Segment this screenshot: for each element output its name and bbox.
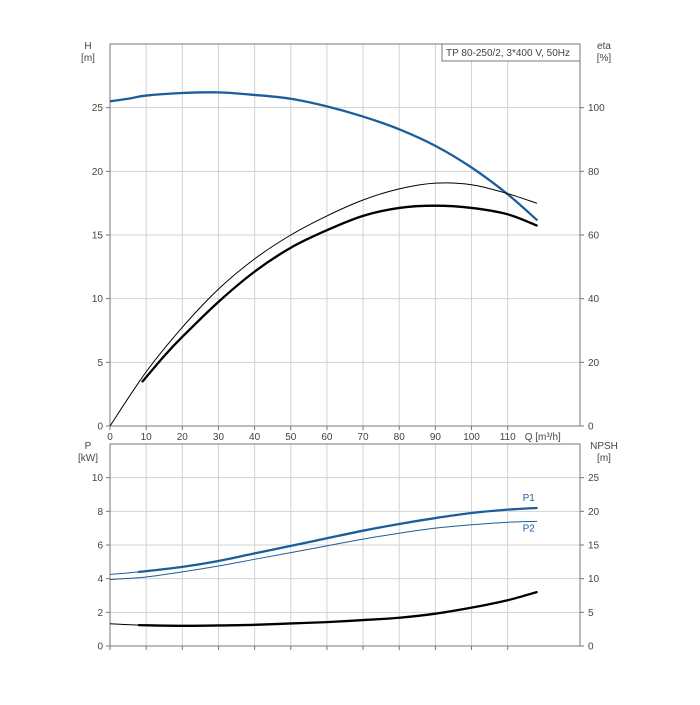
x-tick-label: 110 [500,432,516,443]
x-axis-label: Q [m³/h] [525,432,561,443]
x-tick-label: 70 [358,432,370,443]
chart-title-box [441,43,581,62]
y-left-tick-label: 0 [97,642,103,653]
y-left-tick-label: 15 [92,231,104,242]
y-left-tick-label: 0 [97,422,103,433]
y-left-axis-label: H [84,41,91,52]
y-right-tick-label: 5 [588,608,594,619]
y-left-tick-label: 8 [97,507,103,518]
y-right-tick-label: 0 [588,642,594,653]
y-right-axis-label: NPSH [590,441,618,452]
series-label: P2 [523,523,536,534]
y-left-tick-label: 2 [97,608,103,619]
y-right-axis-label: eta [597,41,611,52]
y-right-tick-label: 100 [588,103,605,114]
series-label: P1 [523,493,536,504]
x-tick-label: 10 [141,432,153,443]
x-tick-label: 90 [430,432,442,443]
y-right-axis-unit: [m] [597,453,611,464]
x-tick-label: 40 [249,432,261,443]
y-left-axis-unit: [kW] [78,453,98,464]
series-line-0-1 [110,182,538,426]
y-right-tick-label: 0 [588,422,594,433]
y-left-tick-label: 20 [92,167,104,178]
series-line-0-2 [141,204,538,383]
x-tick-label: 100 [463,432,480,443]
series-line-1-4 [137,590,538,627]
y-left-tick-label: 10 [92,473,104,484]
y-left-tick-label: 25 [92,103,104,114]
x-tick-label: 60 [321,432,333,443]
y-right-tick-label: 20 [588,507,600,518]
series-line-0-0 [110,91,538,221]
y-right-tick-label: 80 [588,167,600,178]
x-tick-label: 30 [213,432,225,443]
y-right-axis-unit: [%] [597,53,612,64]
y-left-axis-unit: [m] [81,53,95,64]
y-right-tick-label: 25 [588,473,600,484]
x-tick-label: 80 [394,432,406,443]
series-line-1-3 [110,623,140,626]
y-left-tick-label: 5 [97,358,103,369]
series-line-1-1 [137,506,538,574]
y-right-tick-label: 40 [588,294,600,305]
y-right-tick-label: 60 [588,231,600,242]
y-left-tick-label: 6 [97,541,103,552]
y-right-tick-label: 10 [588,574,600,585]
chart-title: TP 80-250/2, 3*400 V, 50Hz [446,48,570,59]
series-line-1-2 [110,520,538,581]
y-left-axis-label: P [85,441,92,452]
y-left-tick-label: 10 [92,294,104,305]
x-tick-label: 0 [107,432,113,443]
x-tick-label: 20 [177,432,189,443]
y-right-tick-label: 20 [588,358,600,369]
x-tick-label: 50 [285,432,297,443]
y-right-tick-label: 15 [588,541,600,552]
y-left-tick-label: 4 [97,574,103,585]
